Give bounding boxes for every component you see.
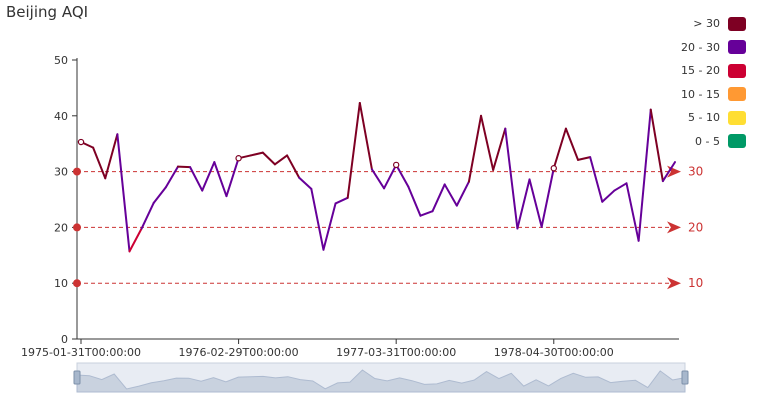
series-segment xyxy=(637,108,652,242)
series-segment xyxy=(467,114,483,183)
mark-line-start-dot xyxy=(73,279,81,288)
mark-line-arrow xyxy=(667,277,681,290)
series-segment xyxy=(273,154,289,166)
legend-item[interactable]: 0 - 5 xyxy=(636,130,746,154)
legend-swatch xyxy=(728,16,746,31)
x-tick-label: 1977-03-31T00:00:00 xyxy=(336,346,456,359)
y-tick-label: 30 xyxy=(54,166,68,179)
series-segment xyxy=(431,183,446,213)
series-segment xyxy=(540,167,555,228)
series-segment xyxy=(649,108,664,183)
data-zoom-slider[interactable] xyxy=(73,362,689,393)
series-segment xyxy=(516,178,531,230)
mark-line-start-dot xyxy=(73,223,81,232)
mark-line-label: 20 xyxy=(688,220,703,234)
series-segment xyxy=(395,163,410,188)
legend-swatch xyxy=(728,63,746,78)
series-segment xyxy=(261,151,276,166)
data-point xyxy=(392,161,400,169)
legend-item[interactable]: 10 - 15 xyxy=(636,83,746,107)
legend-label: 15 - 20 xyxy=(681,64,720,78)
y-tick-label: 40 xyxy=(54,110,68,123)
highlighted-points xyxy=(77,138,557,172)
legend-item[interactable]: 20 - 30 xyxy=(636,36,746,60)
series-segment xyxy=(564,127,580,161)
series-segment xyxy=(176,165,192,169)
series-segment xyxy=(528,178,543,228)
y-tick-label: 10 xyxy=(54,277,68,290)
legend-item[interactable]: > 30 xyxy=(636,12,746,36)
mark-line-start-dot xyxy=(73,167,81,176)
series-segment xyxy=(298,176,313,190)
legend-item[interactable]: 15 - 20 xyxy=(636,59,746,83)
series-segment xyxy=(625,182,640,242)
series-segment xyxy=(249,151,264,157)
visual-map-legend: > 30 20 - 30 15 - 20 10 - 15 5 - 10 0 - 5 xyxy=(636,12,746,153)
legend-label: 0 - 5 xyxy=(695,134,720,148)
y-tick-label: 20 xyxy=(54,221,68,234)
legend-swatch xyxy=(728,87,746,102)
legend-label: 5 - 10 xyxy=(688,111,720,125)
legend-label: > 30 xyxy=(693,17,720,31)
legend-label: 10 - 15 xyxy=(681,87,720,101)
series-segment xyxy=(104,133,119,180)
slider-handle[interactable] xyxy=(73,370,81,385)
x-tick-label: 1976-02-29T00:00:00 xyxy=(179,346,299,359)
series-segment xyxy=(310,187,325,251)
series-segment xyxy=(504,127,519,230)
series-segment xyxy=(577,156,592,161)
series-segment xyxy=(552,127,567,170)
slider-preview-area xyxy=(76,369,686,393)
series-segment xyxy=(480,114,495,171)
y-tick-label: 0 xyxy=(61,333,68,346)
mark-lines: 30 20 10 xyxy=(73,165,703,290)
slider-handle[interactable] xyxy=(681,370,689,385)
series-segment xyxy=(286,154,301,179)
series-segment xyxy=(201,161,216,192)
data-point xyxy=(235,155,242,162)
series-segment xyxy=(152,186,167,204)
series-segment xyxy=(383,163,398,190)
series-segment xyxy=(322,202,337,251)
mark-line-arrow xyxy=(667,221,681,234)
series-segment xyxy=(334,196,349,205)
series-segment xyxy=(661,161,676,183)
series-segment xyxy=(601,189,616,203)
series-segment xyxy=(116,133,131,253)
series-segment xyxy=(358,101,373,171)
series-segment xyxy=(455,180,470,207)
series-segment xyxy=(213,161,228,198)
legend-label: 20 - 30 xyxy=(681,40,720,54)
mark-line-label: 10 xyxy=(688,276,703,290)
series-segment xyxy=(225,157,240,198)
series-segment xyxy=(128,227,143,253)
series-segment xyxy=(370,168,386,190)
x-tick-label: 1975-01-31T00:00:00 xyxy=(21,346,141,359)
series-segment xyxy=(140,201,155,230)
series-segment xyxy=(492,127,507,171)
series-segment xyxy=(589,156,604,203)
series-segment xyxy=(419,210,434,217)
series-segment xyxy=(443,183,458,207)
legend-item[interactable]: 5 - 10 xyxy=(636,106,746,130)
series-segment xyxy=(164,165,179,189)
legend-swatch xyxy=(728,134,746,149)
mark-line-label: 30 xyxy=(688,165,703,179)
series-segment xyxy=(92,146,107,180)
data-point xyxy=(77,138,85,146)
series-segment xyxy=(613,182,628,192)
y-tick-label: 50 xyxy=(54,54,68,67)
legend-swatch xyxy=(728,110,746,125)
series-segment xyxy=(346,101,361,199)
legend-swatch xyxy=(728,40,746,55)
series-segment xyxy=(189,166,204,192)
axes: 0 10 20 30 40 50 1975-01-31T00:00:00 1976-02-29… xyxy=(21,54,679,359)
chart-title: Beijing AQI xyxy=(6,3,89,21)
series-segment xyxy=(407,185,422,217)
series-lines xyxy=(80,101,676,253)
data-point xyxy=(550,165,557,172)
x-tick-label: 1978-04-30T00:00:00 xyxy=(494,346,614,359)
